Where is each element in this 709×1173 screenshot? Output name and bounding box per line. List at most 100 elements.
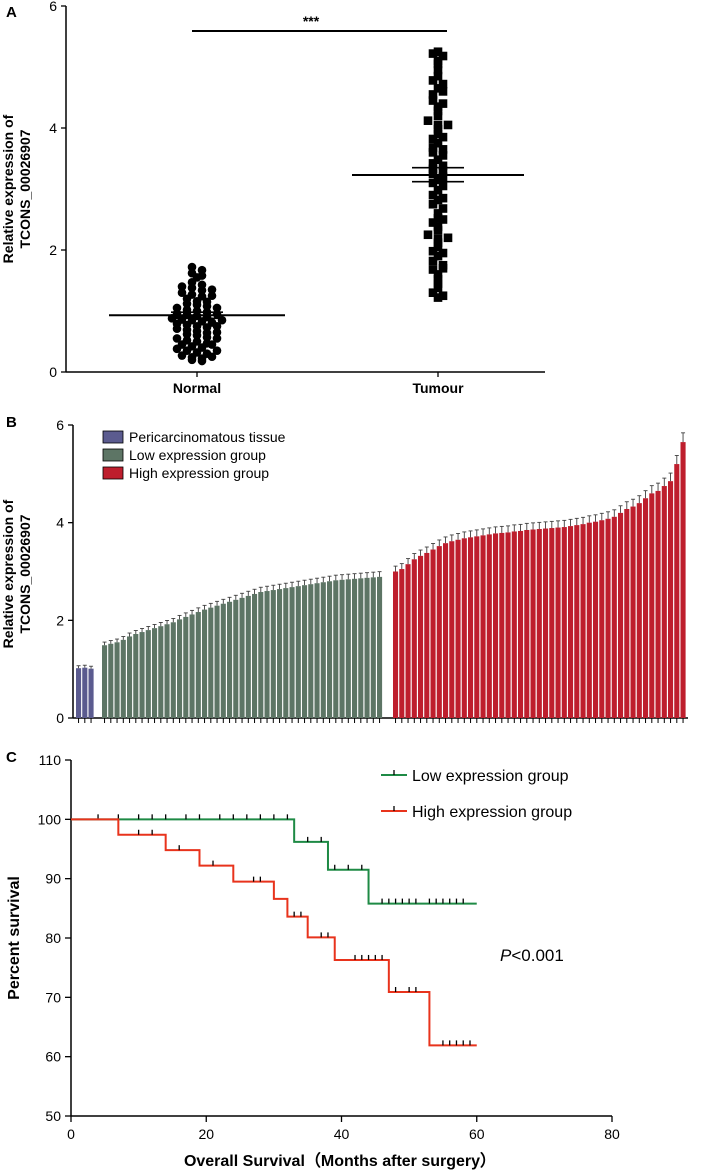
tumour-data-point [438,87,448,96]
tumour-data-point [428,265,438,274]
bar-high-expression [493,533,499,718]
normal-data-point [212,328,222,337]
bar-high-expression [536,529,542,718]
bar-low-expression [327,581,333,718]
panel-c-ytick-label: 60 [45,1049,61,1065]
bar-high-expression [561,527,567,718]
normal-data-point [197,292,207,301]
bar-high-expression [624,508,630,718]
bar-low-expression [202,609,208,718]
bar-high-expression [636,503,642,718]
bar-high-expression [455,539,461,718]
tumour-data-point [428,96,438,105]
normal-data-point [172,303,182,313]
legend-label-low-expression-c: Low expression group [412,768,569,785]
bar-high-expression [461,538,467,718]
bar-pericarcinomatous [82,667,88,718]
tumour-data-point [443,233,453,243]
bar-high-expression [505,532,511,718]
bar-low-expression [295,586,301,718]
tumour-data-point [433,138,443,148]
bar-high-expression [468,537,474,718]
bar-high-expression [393,571,399,718]
bar-pericarcinomatous [88,668,94,718]
bar-high-expression [443,543,449,718]
tumour-data-point [438,51,448,61]
tumour-data-point [428,256,438,266]
bar-high-expression [649,493,655,718]
bar-low-expression [127,636,133,718]
tumour-data-point [438,291,448,301]
legend-label-high-expression: High expression group [129,465,269,481]
bar-low-expression [258,592,264,718]
bar-high-expression [543,528,549,718]
normal-data-point [192,337,202,346]
bar-low-expression [283,588,289,718]
bar-high-expression [411,559,417,718]
panel-c-xtick-label: 20 [198,1126,214,1142]
tumour-data-point [433,47,443,57]
tumour-data-point [438,181,448,191]
normal-data-point [187,262,197,272]
bar-high-expression [655,490,661,718]
bar-low-expression [320,582,326,718]
panel-a-ylabel-line1: Relative expression of [0,114,16,263]
bar-low-expression [133,634,139,718]
bar-high-expression [618,512,624,718]
bar-low-expression [333,580,339,718]
panel-c-label: C [6,749,17,766]
tumour-data-point [428,143,438,152]
bar-high-expression [449,541,455,718]
bar-high-expression [474,536,480,718]
bar-low-expression [145,630,151,718]
tumour-data-point [433,293,443,302]
bar-high-expression [524,529,530,718]
tumour-data-point [433,274,443,284]
bar-low-expression [289,587,295,718]
tumour-data-point [438,151,448,160]
panel-c-xtick-label: 0 [67,1126,75,1142]
panel-c-legend: Low expression group High expression gro… [381,768,572,821]
tumour-data-point [433,175,443,185]
panel-a-significance: *** [303,13,320,29]
tumour-data-point [438,161,448,171]
panel-b-ytick-label: 4 [56,515,64,531]
bar-low-expression [195,612,201,718]
tumour-data-point [438,79,448,89]
bar-high-expression [549,528,555,718]
panel-c-ytick-label: 70 [45,989,61,1005]
tumour-data-point [438,132,448,142]
bar-low-expression [345,579,351,718]
bar-low-expression [370,577,376,718]
tumour-data-point [433,56,443,66]
tumour-data-point [428,169,438,179]
bar-low-expression [158,626,164,718]
bar-low-expression [102,645,108,718]
bar-low-expression [377,576,383,718]
legend-swatch-pericarcinomatous [102,430,124,444]
tumour-data-point [433,209,443,218]
bar-high-expression [399,569,405,718]
bar-low-expression [245,595,251,718]
tumour-data-point [433,234,443,244]
tumour-data-point [428,288,438,297]
legend-swatch-low-expression [102,448,124,462]
tumour-data-point [428,90,438,99]
normal-data-point [177,288,187,298]
normal-data-point [207,285,217,294]
tumour-data-point [428,49,438,58]
tumour-data-point [428,246,438,256]
bar-high-expression [430,549,436,718]
bar-high-expression [611,516,617,718]
bar-low-expression [352,578,358,718]
tumour-data-point [438,248,448,258]
bar-high-expression [405,564,411,718]
normal-data-point [212,346,222,355]
normal-data-point [202,297,212,307]
tumour-data-point [433,155,443,165]
km-curve-low-expression [71,818,477,905]
legend-label-pericarcinomatous: Pericarcinomatous tissue [129,429,286,445]
tumour-data-point [428,178,438,188]
panel-c-xtick-label: 40 [334,1126,350,1142]
panel-a-label: A [6,4,17,21]
